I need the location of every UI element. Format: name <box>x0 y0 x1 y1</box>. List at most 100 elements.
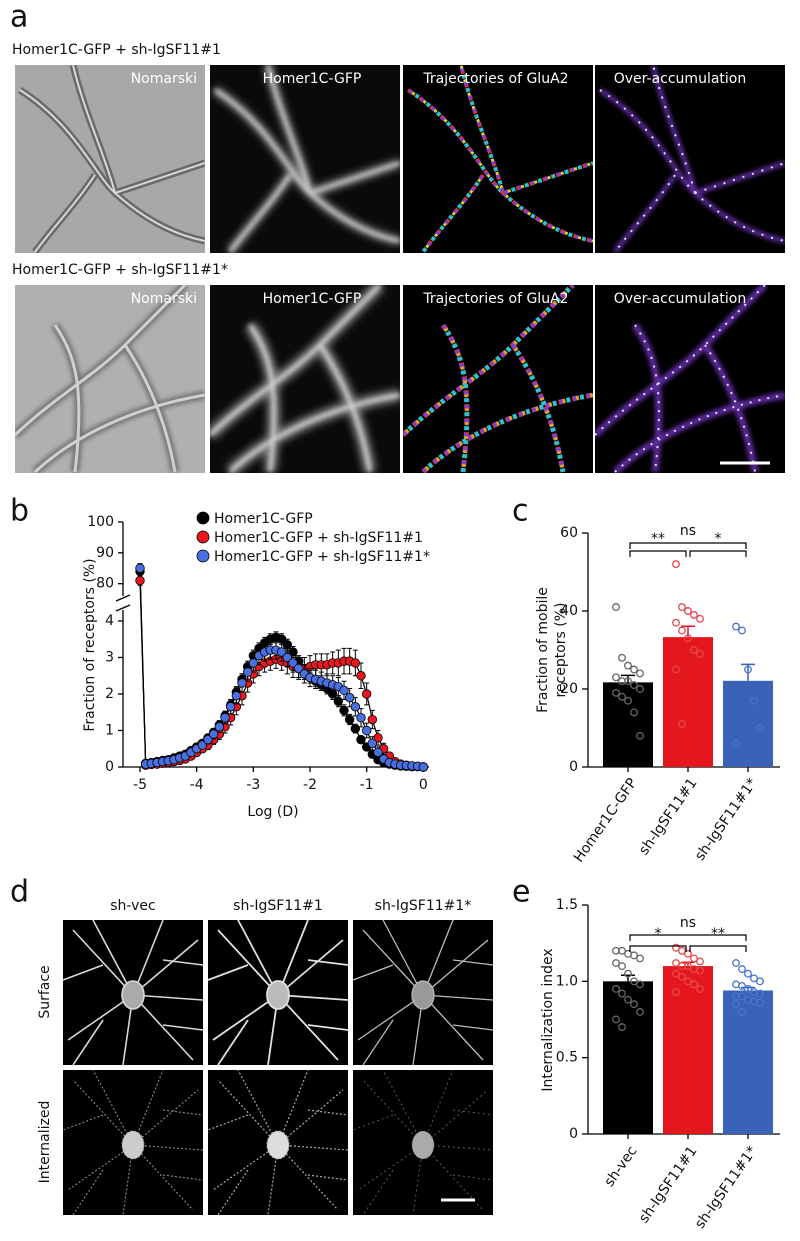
data-point <box>636 954 644 963</box>
data-point <box>344 714 355 725</box>
data-point <box>672 943 680 952</box>
data-point <box>612 959 620 967</box>
image-bg <box>595 65 785 253</box>
y-tick-label: 0 <box>569 1126 578 1142</box>
legend-label: Homer1C-GFP + sh-IgSF11#1* <box>214 549 430 565</box>
data-point <box>344 692 355 703</box>
data-point <box>732 622 740 631</box>
data-point <box>684 949 692 958</box>
y-tick-label: 1.0 <box>556 973 578 989</box>
data-point <box>231 691 242 701</box>
panel-label: e <box>512 875 530 910</box>
row-label: Surface <box>37 965 53 1018</box>
data-point <box>750 696 758 705</box>
data-point <box>612 985 620 993</box>
data-point <box>220 713 230 723</box>
column-label: sh-vec <box>110 898 155 914</box>
data-point <box>418 762 429 772</box>
panel-label: b <box>10 494 29 529</box>
micrograph <box>63 1070 203 1215</box>
data-point <box>630 1000 638 1009</box>
data-point <box>750 974 758 983</box>
x-tick-label: sh-vec <box>601 1143 640 1189</box>
x-tick-label: -3 <box>246 777 260 793</box>
significance-bracket <box>629 542 747 549</box>
x-tick-label: Homer1C-GFP <box>571 775 641 865</box>
x-tick-label: -4 <box>190 777 204 793</box>
bar <box>603 682 653 767</box>
column-label: sh-IgSF11#1* <box>375 898 472 914</box>
legend-label: Homer1C-GFP <box>214 511 313 527</box>
data-point <box>612 603 620 612</box>
x-tick-label: 0 <box>419 777 428 793</box>
y-tick-label: 1.5 <box>556 897 578 913</box>
data-point <box>624 677 632 686</box>
data-point <box>135 575 145 586</box>
image-bg <box>15 285 205 473</box>
data-point <box>636 1007 644 1016</box>
micrograph <box>403 65 593 253</box>
significance-bracket <box>629 934 747 941</box>
data-point <box>612 688 620 697</box>
data-point <box>367 738 378 748</box>
panel-label: d <box>10 875 29 910</box>
data-point <box>630 708 638 717</box>
micrograph <box>595 285 785 473</box>
data-point <box>618 946 626 955</box>
y-tick-label: 90 <box>96 545 114 561</box>
data-point <box>612 673 620 682</box>
data-point <box>684 977 692 986</box>
data-point <box>237 678 247 688</box>
data-point <box>618 1023 626 1032</box>
y-tick-label: 3 <box>105 649 114 665</box>
data-point <box>282 652 293 663</box>
data-point <box>678 603 686 612</box>
data-point <box>612 1015 620 1024</box>
significance-bracket <box>629 945 687 952</box>
data-point <box>690 646 698 654</box>
data-point <box>624 696 632 705</box>
bar <box>663 966 713 1134</box>
micrograph <box>208 920 348 1065</box>
data-point <box>350 723 361 734</box>
y-tick-label: 20 <box>560 681 578 697</box>
y-tick-label: 1 <box>105 722 114 738</box>
data-point <box>672 969 680 978</box>
data-point <box>197 740 208 750</box>
x-tick-label: -5 <box>133 777 147 793</box>
x-tick-label: -1 <box>360 777 374 793</box>
data-point <box>696 966 704 975</box>
significance-label: ns <box>680 915 696 931</box>
data-point <box>696 957 704 966</box>
legend-label: Homer1C-GFP + sh-IgSF11#1 <box>214 530 423 546</box>
data-point <box>756 724 764 732</box>
data-point <box>630 977 638 986</box>
data-point <box>624 995 632 1004</box>
data-point <box>135 563 145 573</box>
data-point <box>732 959 740 967</box>
data-point <box>744 985 752 993</box>
x-tick-label: sh-IgSF11#1 <box>636 775 701 858</box>
image-label: Nomarski <box>131 291 197 307</box>
y-tick-label: 0 <box>569 759 578 775</box>
image-label: Trajectories of GluA2 <box>422 291 568 307</box>
y-tick-label: 60 <box>560 525 578 541</box>
data-point <box>738 965 746 974</box>
data-point <box>248 658 259 668</box>
data-point <box>208 729 219 739</box>
data-point <box>690 954 698 963</box>
data-point <box>630 951 638 960</box>
data-point <box>696 614 704 623</box>
data-point <box>672 618 680 627</box>
legend-marker <box>196 511 210 525</box>
data-point <box>356 671 366 681</box>
data-point <box>293 663 304 674</box>
data-point <box>373 733 383 743</box>
y-axis-label: Internalization index <box>540 948 556 1091</box>
data-point <box>678 626 686 635</box>
micrograph <box>403 285 593 473</box>
data-point <box>696 985 704 993</box>
panel-label: a <box>10 0 28 35</box>
significance-label: ns <box>680 523 696 539</box>
